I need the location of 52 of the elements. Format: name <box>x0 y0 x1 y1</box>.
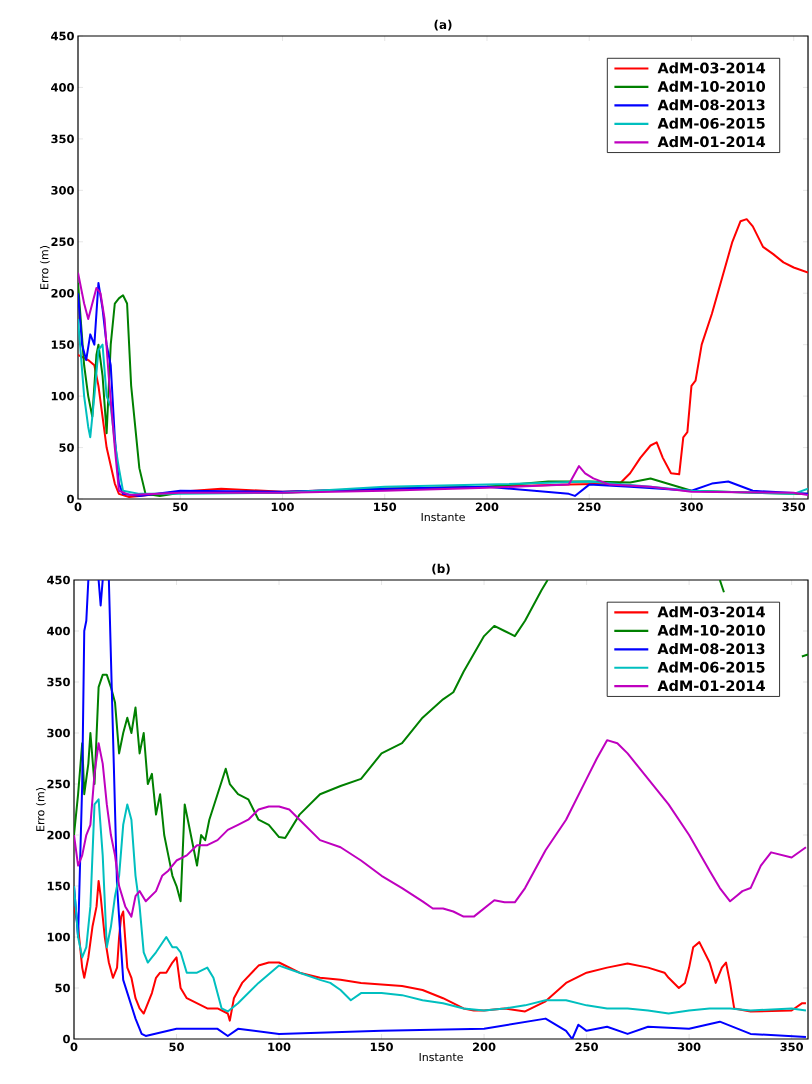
legend-label: AdM-01-2014 <box>657 679 765 692</box>
x-tick-label: 350 <box>780 1042 804 1052</box>
x-tick-label: 200 <box>473 1042 496 1052</box>
chart-title: (a) <box>434 19 452 31</box>
y-tick-label: 450 <box>51 31 74 41</box>
x-tick-label: 300 <box>680 502 703 512</box>
y-tick-label: 200 <box>51 288 74 298</box>
y-tick-label: 450 <box>47 575 70 585</box>
line-series <box>74 798 807 1015</box>
x-tick-label: 50 <box>169 1042 184 1052</box>
y-tick-label: 150 <box>47 881 70 891</box>
y-tick-label: 400 <box>47 626 70 636</box>
x-tick-label: 100 <box>271 502 294 512</box>
y-tick-label: 100 <box>51 391 74 401</box>
legend-label: AdM-03-2014 <box>657 606 765 618</box>
y-tick-label: 50 <box>55 983 70 993</box>
x-tick-label: 150 <box>374 502 397 512</box>
legend-label: AdM-08-2013 <box>657 643 765 655</box>
y-tick-label: 100 <box>47 932 70 942</box>
y-axis-title: Erro (m) <box>35 788 46 831</box>
legend-label: AdM-08-2013 <box>657 99 765 111</box>
x-axis-title: Instante <box>419 1053 463 1062</box>
x-tick-label: 250 <box>575 1042 598 1052</box>
y-tick-label: 350 <box>51 134 74 144</box>
legend-label: AdM-06-2015 <box>657 661 765 673</box>
y-tick-label: 250 <box>51 237 74 247</box>
legend-label: AdM-10-2010 <box>657 80 766 92</box>
x-tick-label: 250 <box>578 502 601 512</box>
y-tick-label: 0 <box>67 494 74 504</box>
x-tick-label: 300 <box>677 1042 701 1052</box>
x-tick-label: 350 <box>782 502 806 512</box>
legend-label: AdM-01-2014 <box>657 136 766 148</box>
y-tick-label: 300 <box>51 186 74 195</box>
y-tick-label: 350 <box>47 677 70 687</box>
y-axis-title: Erro (m) <box>39 246 50 289</box>
legend-label: AdM-06-2015 <box>657 117 765 129</box>
y-tick-label: 200 <box>47 830 70 840</box>
y-tick-label: 400 <box>51 83 74 92</box>
y-tick-label: 250 <box>47 779 70 789</box>
x-tick-label: 150 <box>370 1042 393 1052</box>
x-tick-label: 50 <box>173 502 188 512</box>
x-tick-label: 200 <box>475 502 499 512</box>
x-tick-label: 100 <box>268 1042 291 1052</box>
x-axis-title: Instante <box>421 513 465 522</box>
x-tick-label: 0 <box>74 502 82 512</box>
y-tick-label: 0 <box>63 1034 70 1044</box>
legend-label: AdM-10-2010 <box>657 624 765 636</box>
y-tick-label: 300 <box>47 728 70 738</box>
legend-label: AdM-03-2014 <box>657 62 766 74</box>
y-tick-label: 50 <box>59 443 74 452</box>
chart-title: (b) <box>432 563 450 575</box>
y-tick-label: 150 <box>51 340 74 349</box>
